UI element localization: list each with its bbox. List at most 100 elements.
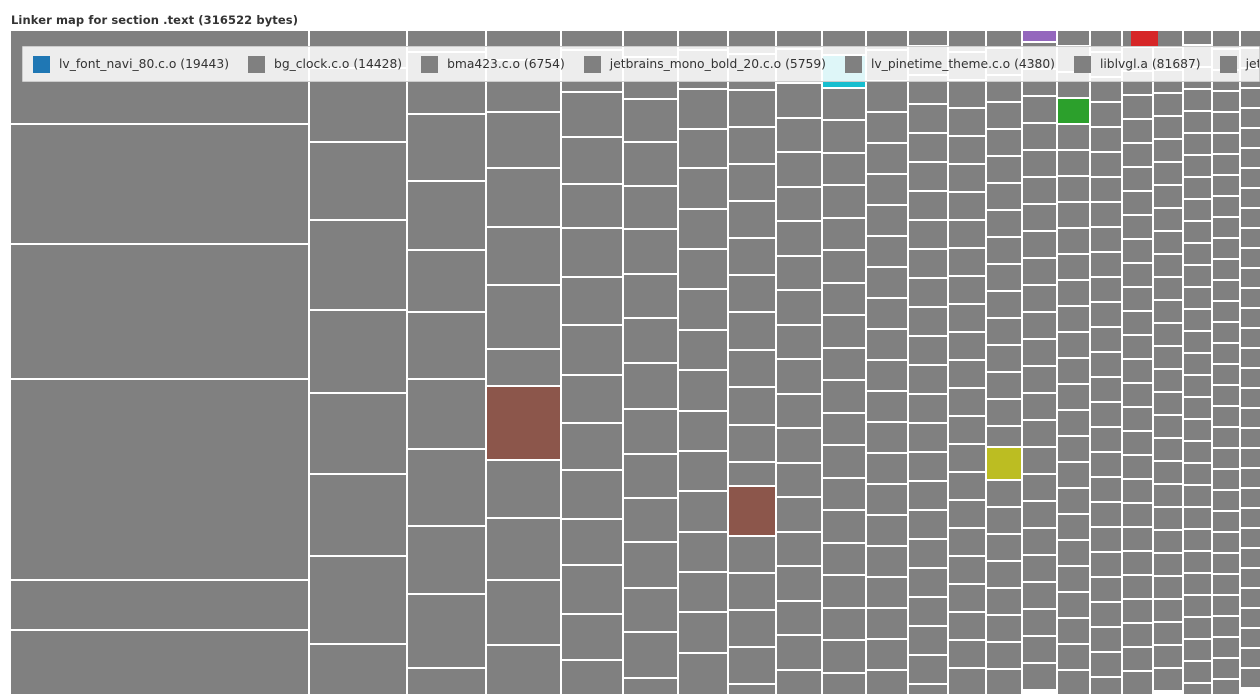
treemap-tile[interactable] (1213, 302, 1239, 321)
treemap-tile[interactable] (1184, 332, 1211, 352)
treemap-tile[interactable] (1241, 469, 1260, 487)
treemap-tile[interactable] (562, 661, 622, 694)
treemap-tile[interactable] (987, 481, 1021, 506)
treemap-tile[interactable] (777, 671, 821, 694)
treemap-tile[interactable] (679, 492, 727, 531)
treemap-tile[interactable] (1091, 303, 1121, 326)
treemap-tile[interactable] (1241, 569, 1260, 587)
treemap-tile[interactable] (867, 516, 907, 545)
treemap-tile[interactable] (1213, 428, 1239, 447)
treemap-tile[interactable] (1023, 205, 1056, 230)
treemap-tile[interactable] (624, 633, 677, 677)
treemap-tile[interactable] (1184, 640, 1211, 660)
treemap-tile[interactable] (909, 453, 947, 480)
treemap-tile[interactable] (679, 290, 727, 329)
treemap-tile[interactable] (1058, 281, 1089, 305)
treemap-tile[interactable] (1241, 289, 1260, 307)
treemap-tile[interactable] (1023, 232, 1056, 257)
treemap-tile[interactable] (679, 452, 727, 490)
treemap-tile[interactable] (624, 679, 677, 694)
treemap-tile[interactable] (987, 238, 1021, 263)
treemap-tile[interactable] (408, 595, 485, 667)
treemap-tile[interactable] (1058, 177, 1089, 201)
treemap-tile[interactable] (1023, 637, 1056, 662)
treemap-tile[interactable] (867, 299, 907, 328)
treemap-tile[interactable] (1154, 186, 1182, 207)
treemap-tile[interactable] (1213, 554, 1239, 573)
treemap-tile[interactable] (562, 520, 622, 564)
treemap-tile[interactable] (1123, 120, 1152, 142)
treemap-tile[interactable] (909, 105, 947, 132)
treemap-tile[interactable] (1058, 31, 1089, 45)
treemap-tile[interactable] (1241, 449, 1260, 467)
treemap-tile[interactable] (823, 154, 865, 184)
treemap-tile[interactable] (777, 567, 821, 600)
treemap-tile[interactable] (729, 202, 775, 237)
treemap-tile[interactable] (867, 330, 907, 359)
treemap-tile[interactable] (949, 249, 985, 275)
treemap-tile[interactable] (777, 636, 821, 669)
treemap-tile[interactable] (1091, 253, 1121, 276)
treemap-tile[interactable] (909, 31, 947, 45)
treemap-tile[interactable] (562, 615, 622, 659)
treemap-tile[interactable] (624, 499, 677, 541)
treemap-tile[interactable] (1184, 684, 1211, 694)
treemap-tile[interactable] (949, 333, 985, 359)
treemap-tile[interactable] (1241, 31, 1260, 47)
treemap-tile[interactable] (1184, 662, 1211, 682)
treemap-tile[interactable] (624, 319, 677, 362)
treemap-tile[interactable] (867, 454, 907, 483)
treemap-tile[interactable] (679, 613, 727, 652)
treemap-tile[interactable] (310, 143, 406, 219)
treemap-tile[interactable] (987, 589, 1021, 614)
treemap-tile[interactable] (562, 93, 622, 136)
treemap-tile[interactable] (1241, 89, 1260, 107)
treemap-tile[interactable] (1154, 278, 1182, 299)
treemap-tile[interactable] (11, 581, 308, 629)
treemap-tile[interactable] (1213, 323, 1239, 342)
treemap-tile[interactable] (1091, 178, 1121, 201)
treemap-tile[interactable] (1123, 96, 1152, 118)
treemap-tile[interactable] (949, 613, 985, 639)
treemap-tile[interactable] (624, 187, 677, 228)
treemap-tile[interactable] (1123, 312, 1152, 334)
treemap-tile[interactable] (1184, 310, 1211, 330)
treemap-tile[interactable] (310, 475, 406, 555)
treemap-tile[interactable] (1154, 31, 1182, 46)
treemap-tile[interactable] (487, 519, 560, 579)
treemap-tile[interactable] (729, 463, 775, 485)
treemap-tile[interactable] (1091, 428, 1121, 451)
legend-item[interactable]: jetbrains_mono_bold_20.c.o (5759) (583, 55, 826, 73)
treemap-tile[interactable] (1184, 112, 1211, 132)
treemap-tile[interactable] (1184, 464, 1211, 484)
treemap-tile[interactable] (1023, 178, 1056, 203)
treemap-tile[interactable] (823, 641, 865, 672)
treemap-tile[interactable] (1058, 671, 1089, 694)
treemap-tile[interactable] (1123, 456, 1152, 478)
treemap-tile[interactable] (987, 346, 1021, 371)
legend-item[interactable]: jetbrains_mono_76.c.o (3321) (1219, 55, 1259, 73)
treemap-tile[interactable] (867, 578, 907, 607)
treemap-tile[interactable] (1091, 503, 1121, 526)
treemap-tile[interactable] (867, 423, 907, 452)
treemap-tile[interactable] (1091, 353, 1121, 376)
treemap-tile[interactable] (1184, 420, 1211, 440)
treemap-tile[interactable] (987, 319, 1021, 344)
treemap-tile[interactable] (1091, 328, 1121, 351)
treemap-tile[interactable] (1184, 442, 1211, 462)
treemap-tile[interactable] (867, 206, 907, 235)
treemap-tile[interactable] (1154, 255, 1182, 276)
treemap-tile[interactable] (909, 598, 947, 625)
treemap-tile[interactable] (1123, 600, 1152, 622)
treemap-tile[interactable] (987, 31, 1021, 47)
treemap-tile[interactable] (679, 90, 727, 128)
treemap-tile[interactable] (729, 128, 775, 163)
treemap-tile[interactable] (1154, 531, 1182, 552)
treemap-tile[interactable] (487, 461, 560, 517)
treemap-tile[interactable] (949, 165, 985, 191)
treemap-tile[interactable] (1058, 99, 1089, 123)
treemap-tile[interactable] (1023, 583, 1056, 608)
treemap-tile[interactable] (823, 544, 865, 574)
treemap-tile[interactable] (949, 81, 985, 107)
treemap-tile[interactable] (679, 533, 727, 571)
